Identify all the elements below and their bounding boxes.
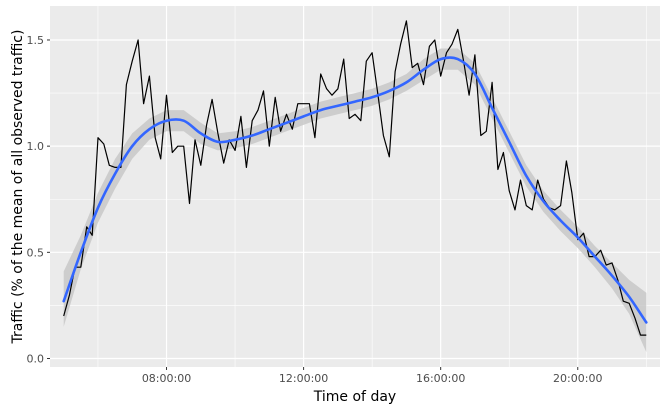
- smoothed-trend-line: [62, 56, 648, 324]
- x-axis: 08:00:00 12:00:00 16:00:00 20:00:00: [142, 367, 602, 385]
- y-axis-title: Traffic (% of the mean of all observed t…: [10, 30, 26, 345]
- x-tick-label: 12:00:00: [279, 372, 328, 385]
- x-axis-title: Time of day: [313, 389, 396, 405]
- y-tick-label: 0.5: [27, 246, 45, 259]
- x-tick-label: 16:00:00: [416, 372, 465, 385]
- y-tick-label: 0.0: [27, 353, 45, 366]
- plot-panel: [50, 6, 660, 367]
- minor-gridlines: [50, 6, 660, 367]
- y-axis: 0.0 0.5 1.0 1.5: [27, 34, 50, 366]
- x-tick-label: 20:00:00: [553, 372, 602, 385]
- y-tick-label: 1.5: [27, 34, 45, 47]
- y-tick-label: 1.0: [27, 140, 45, 153]
- x-tick-label: 08:00:00: [142, 372, 191, 385]
